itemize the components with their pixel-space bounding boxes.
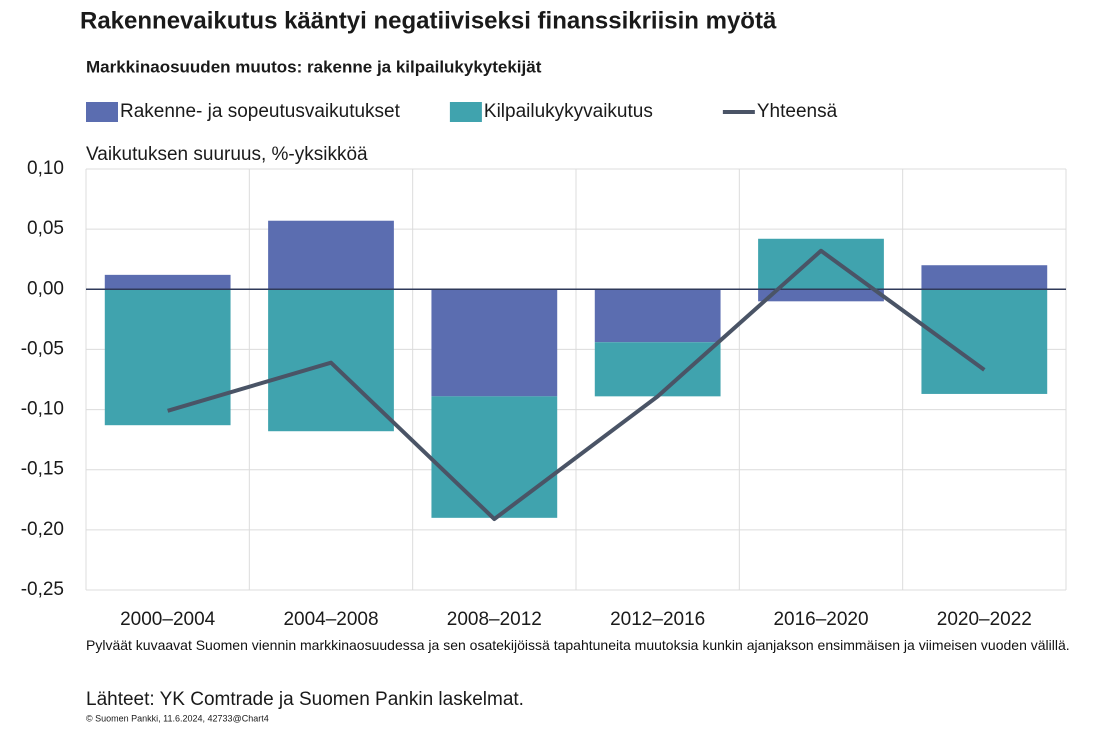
- bar: [921, 265, 1048, 290]
- bar: [594, 289, 721, 343]
- bar: [921, 289, 1048, 394]
- source: Lähteet: YK Comtrade ja Suomen Pankin la…: [86, 689, 524, 710]
- legend-label: Yhteensä: [757, 101, 838, 122]
- legend-swatch: [449, 102, 482, 122]
- chart-subtitle: Markkinaosuuden muutos: rakenne ja kilpa…: [86, 57, 542, 76]
- bar: [104, 289, 231, 426]
- bar: [758, 289, 884, 302]
- y-tick-label: -0,15: [21, 459, 64, 480]
- x-tick-label: 2004–2008: [283, 609, 378, 630]
- credit: © Suomen Pankki, 11.6.2024, 42733@Chart4: [86, 713, 269, 723]
- x-tick-label: 2000–2004: [120, 609, 216, 630]
- bar: [594, 342, 721, 397]
- x-tick-label: 2016–2020: [773, 609, 868, 630]
- y-tick-label: 0,05: [27, 218, 64, 239]
- y-tick-label: -0,05: [21, 338, 64, 359]
- bar: [268, 289, 394, 432]
- y-tick-label: 0,10: [27, 158, 64, 179]
- y-tick-label: -0,20: [21, 519, 64, 540]
- bar: [431, 289, 558, 397]
- x-tick-label: 2008–2012: [447, 609, 542, 630]
- line: [167, 248, 986, 522]
- x-tick-label: 2020–2022: [937, 609, 1032, 630]
- y-axis-label: Vaikutuksen suuruus, %-yksikköä: [86, 144, 368, 165]
- bar: [104, 274, 231, 290]
- x-tick-label: 2012–2016: [610, 609, 705, 630]
- y-tick-label: -0,25: [21, 579, 64, 600]
- legend-label: Kilpailukykyvaikutus: [484, 101, 653, 122]
- bar: [431, 396, 558, 518]
- note: Pylväät kuvaavat Suomen viennin markkina…: [86, 637, 1070, 653]
- bar: [268, 220, 394, 290]
- legend-swatch: [86, 102, 118, 122]
- chart-title: Rakennevaikutus kääntyi negatiiviseksi f…: [80, 7, 777, 34]
- y-tick-label: 0,00: [27, 278, 64, 299]
- legend-label: Rakenne- ja sopeutusvaikutukset: [120, 101, 401, 122]
- y-tick-label: -0,10: [21, 399, 64, 420]
